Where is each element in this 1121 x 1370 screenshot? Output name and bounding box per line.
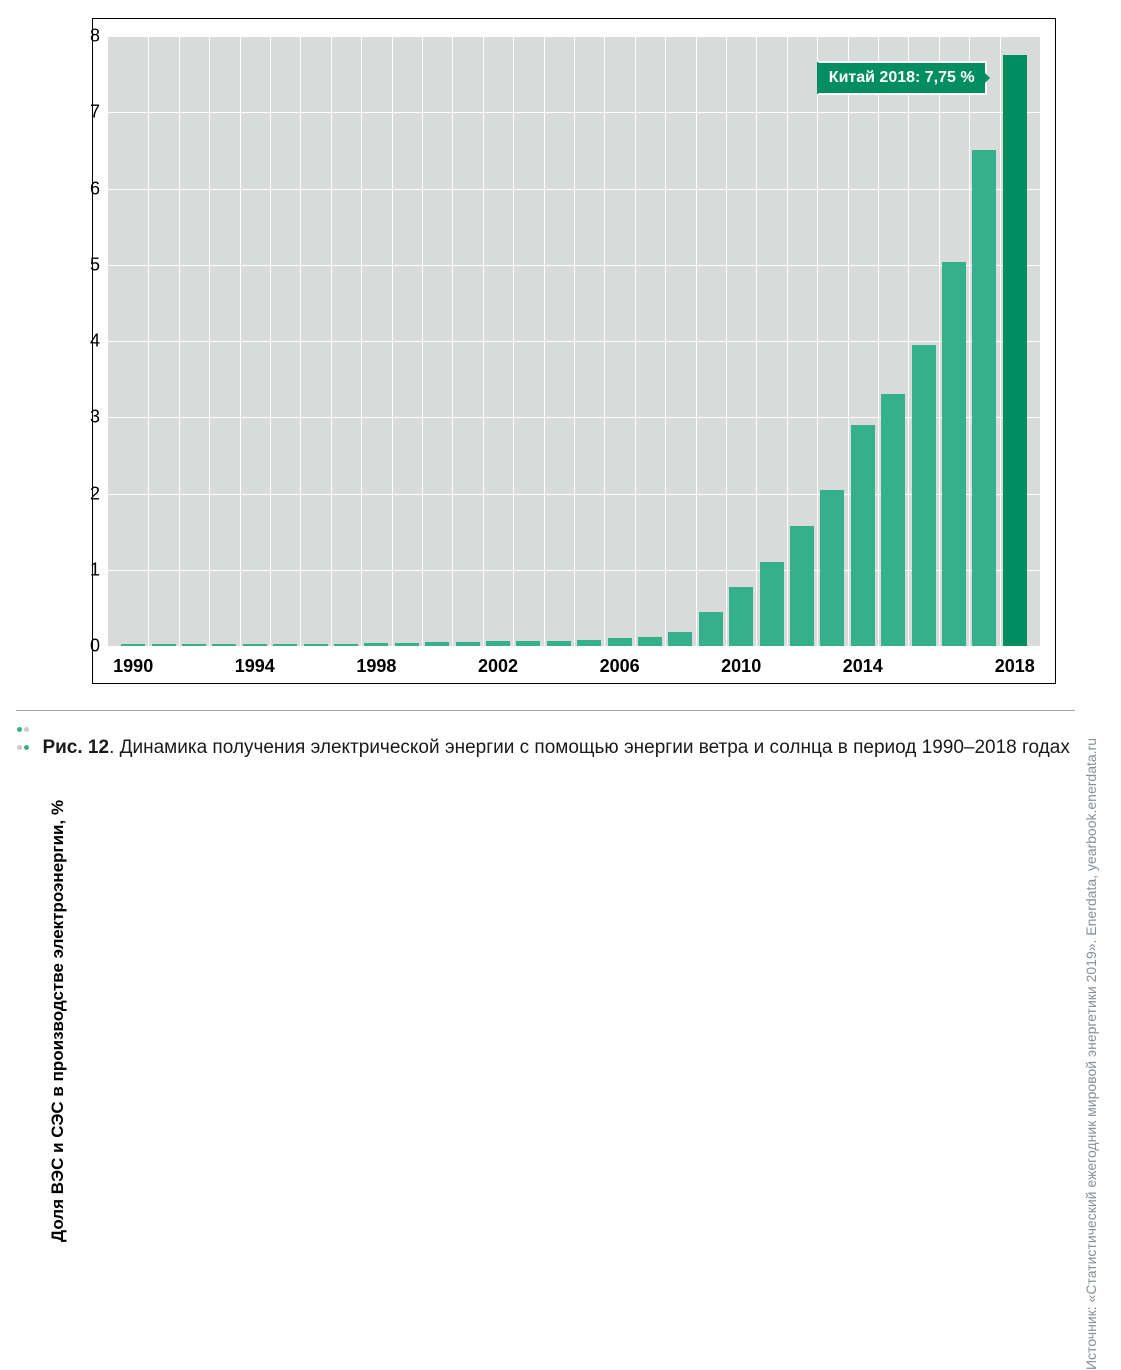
gridline-v <box>209 36 210 646</box>
x-tick-label: 1998 <box>356 656 396 677</box>
x-tick-label: 2006 <box>600 656 640 677</box>
gridline-v <box>270 36 271 646</box>
bar <box>547 641 571 646</box>
gridline-v <box>148 36 149 646</box>
figure-caption: Рис. 12. Динамика получения электрическо… <box>16 722 1075 761</box>
gridline-v <box>513 36 514 646</box>
y-tick-label: 0 <box>74 636 100 657</box>
gridline-v <box>331 36 332 646</box>
gridline-v <box>361 36 362 646</box>
bar <box>304 644 328 646</box>
gridline-v <box>817 36 818 646</box>
bar <box>608 638 632 646</box>
bar <box>121 644 145 646</box>
bar <box>334 644 358 646</box>
gridline-v <box>574 36 575 646</box>
source-credit: Источник: «Статистический ежегодник миро… <box>1083 690 1099 1370</box>
bar <box>638 637 662 646</box>
caption-divider <box>16 710 1075 711</box>
y-tick-label: 6 <box>74 178 100 199</box>
gridline-v <box>848 36 849 646</box>
bar <box>790 526 814 646</box>
caption-body: . Динамика получения электрической энерг… <box>109 737 1070 758</box>
bar <box>364 643 388 646</box>
bar <box>972 150 996 646</box>
gridline-v <box>756 36 757 646</box>
bar <box>212 644 236 646</box>
gridline-v <box>969 36 970 646</box>
gridline-v <box>1000 36 1001 646</box>
bar <box>942 262 966 646</box>
bar-highlight <box>1003 55 1027 646</box>
gridline-v <box>300 36 301 646</box>
bar <box>820 490 844 646</box>
y-tick-label: 8 <box>74 26 100 47</box>
bar <box>851 425 875 646</box>
caption-prefix: Рис. 12 <box>42 737 109 758</box>
y-tick-label: 5 <box>74 254 100 275</box>
gridline-h <box>108 646 1040 647</box>
bar <box>152 644 176 646</box>
bar <box>912 345 936 646</box>
gridline-v <box>392 36 393 646</box>
bar <box>516 641 540 646</box>
bar <box>182 644 206 646</box>
gridline-v <box>696 36 697 646</box>
gridline-v <box>483 36 484 646</box>
y-tick-label: 2 <box>74 483 100 504</box>
bar <box>699 612 723 646</box>
bar <box>425 642 449 646</box>
gridline-v <box>604 36 605 646</box>
gridline-v <box>939 36 940 646</box>
x-tick-label: 2014 <box>843 656 883 677</box>
y-tick-label: 1 <box>74 559 100 580</box>
gridline-v <box>240 36 241 646</box>
x-tick-label: 1994 <box>235 656 275 677</box>
bar <box>881 394 905 646</box>
bar <box>577 640 601 646</box>
gridline-v <box>452 36 453 646</box>
x-tick-label: 1990 <box>113 656 153 677</box>
caption-text: Рис. 12. Динамика получения электрическо… <box>42 737 1069 758</box>
callout-label: Китай 2018: 7,75 % <box>817 61 987 95</box>
x-tick-label: 2018 <box>995 656 1035 677</box>
x-tick-label: 2010 <box>721 656 761 677</box>
bar <box>456 642 480 646</box>
bar <box>395 643 419 646</box>
gridline-v <box>908 36 909 646</box>
x-tick-label: 2002 <box>478 656 518 677</box>
bar <box>760 562 784 646</box>
gridline-v <box>422 36 423 646</box>
gridline-v <box>544 36 545 646</box>
gridline-v <box>665 36 666 646</box>
bar <box>486 641 510 646</box>
bar <box>668 632 692 646</box>
gridline-v <box>179 36 180 646</box>
bar <box>243 644 267 646</box>
caption-dots-icon <box>16 720 30 756</box>
page: Доля ВЭС и СЭС в производстве электроэне… <box>0 0 1121 795</box>
bar <box>729 587 753 646</box>
y-tick-label: 7 <box>74 102 100 123</box>
gridline-v <box>878 36 879 646</box>
y-tick-label: 4 <box>74 331 100 352</box>
bar <box>273 644 297 646</box>
gridline-v <box>787 36 788 646</box>
gridline-v <box>635 36 636 646</box>
gridline-v <box>726 36 727 646</box>
y-tick-label: 3 <box>74 407 100 428</box>
